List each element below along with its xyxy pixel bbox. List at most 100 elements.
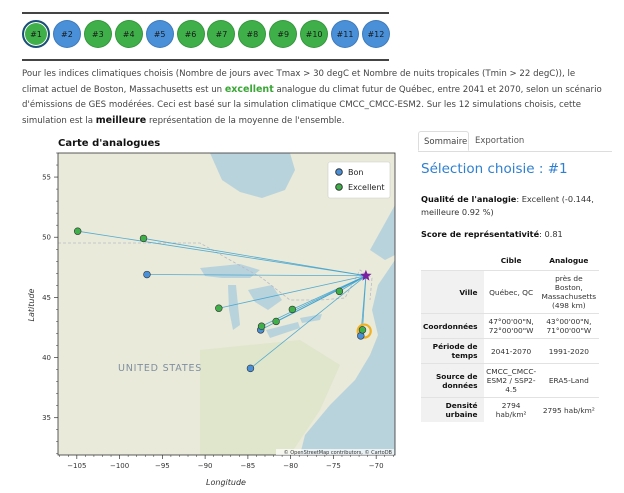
tab-export[interactable]: Exportation (475, 136, 525, 146)
connection-line (250, 275, 367, 369)
simulation-button[interactable]: #12 (361, 20, 390, 48)
score-info: Score de représentativité: 0.81 (421, 228, 563, 241)
comparison-table: Cible Analogue Ville Québec, QC près de … (421, 253, 599, 422)
table-row: Source de données CMCC_CMCC-ESM2 / SSP2-… (421, 363, 599, 398)
analogue-point[interactable] (73, 227, 82, 235)
simulation-button[interactable]: #7 (207, 20, 236, 48)
x-tick-label: −80 (283, 462, 298, 470)
analogue-point[interactable] (215, 304, 223, 312)
table-row: Ville Québec, QC près de Boston, Massach… (421, 270, 599, 314)
target-star[interactable] (360, 269, 372, 281)
connection-line (362, 275, 367, 330)
cell-analogue: 2795 hab/km² (538, 397, 599, 422)
connection-line (218, 275, 367, 309)
connection-line (339, 275, 367, 292)
x-tick-label: −105 (67, 462, 86, 470)
header-target: Cible (500, 256, 522, 265)
rank-highlight: meilleure (95, 115, 147, 126)
quality-highlight: excellent (224, 84, 274, 95)
x-tick-label: −90 (198, 462, 213, 470)
analogue-point[interactable] (288, 305, 297, 314)
analogue-map[interactable]: UNITED STATES −105 −100 −95 −90 −85 −80 −75 −70… (0, 150, 410, 493)
connection-lines (77, 230, 367, 369)
cell-target: Québec, QC (483, 270, 539, 314)
connection-line (275, 275, 367, 322)
map-title: Carte d'analogues (58, 138, 161, 149)
simulation-button[interactable]: #2 (52, 20, 81, 48)
row-label: Période de temps (421, 338, 484, 364)
connection-line (143, 238, 366, 277)
row-label: Ville (421, 270, 484, 314)
y-tick-label: 55 (42, 174, 51, 182)
x-axis-label: Longitude (206, 478, 246, 487)
analogue-point[interactable] (257, 322, 266, 330)
legend-marker-bon (335, 168, 343, 176)
simulation-button[interactable]: #11 (331, 20, 359, 48)
top-divider (22, 12, 389, 14)
cell-analogue: 1991-2020 (538, 338, 599, 364)
description: Pour les indices climatiques choisis (No… (22, 67, 602, 129)
simulation-button[interactable]: #9 (269, 20, 298, 48)
simulation-button[interactable]: #1 (22, 20, 50, 48)
analogue-point[interactable] (272, 317, 280, 326)
analogue-point[interactable] (246, 364, 255, 373)
y-tick-label: 45 (42, 294, 51, 302)
description-text-3: représentation de la moyenne de l'ensemb… (146, 116, 345, 126)
connection-line (292, 275, 367, 310)
y-tick-label: 40 (42, 354, 51, 362)
connection-line (146, 274, 366, 277)
selected-analogue-ring (356, 323, 372, 339)
quality-label: Qualité de l'analogie (421, 194, 517, 204)
cell-target: 47°00'00"N, 72°00'00"W (483, 313, 539, 339)
analogue-point[interactable] (143, 270, 151, 279)
y-axis: 35 40 45 50 55 (42, 152, 58, 455)
tab-summary[interactable]: Sommaire (418, 131, 469, 151)
analogue-point[interactable] (335, 287, 344, 296)
panel-tabs: Sommaire Exportation (418, 131, 612, 152)
header-empty (421, 253, 484, 271)
cell-target: 2794 hab/km² (483, 397, 539, 422)
simulation-button[interactable]: #10 (300, 20, 329, 48)
table-header: Cible Analogue (421, 253, 599, 271)
connection-line (77, 230, 366, 277)
y-tick-label: 50 (42, 234, 51, 242)
cell-analogue: près de Boston, Massachusetts (498 km) (538, 270, 599, 314)
simulation-button[interactable]: #6 (176, 20, 205, 48)
cell-analogue: ERA5-Land (538, 363, 599, 398)
cell-analogue: 43°00'00"N, 71°00'00"W (538, 313, 599, 339)
legend-marker-excellent (335, 183, 343, 191)
analogue-point[interactable] (139, 234, 148, 243)
target-marker (360, 269, 372, 281)
description-text-1: Pour les indices climatiques choisis (No… (22, 69, 576, 95)
quality-value: : Excellent (-0.144, meilleure 0.92 %) (421, 194, 594, 217)
score-value: : 0.81 (539, 229, 563, 239)
legend-label-excellent: Excellent (348, 183, 385, 192)
x-tick-label: −85 (240, 462, 255, 470)
quality-info: Qualité de l'analogie: Excellent (-0.144… (421, 193, 606, 219)
simulation-button[interactable]: #3 (83, 20, 112, 48)
y-tick-label: 35 (42, 414, 51, 422)
description-text-2: analogue du climat futur de Québec, entr… (22, 85, 602, 126)
map-legend: Bon Excellent (327, 161, 391, 199)
cell-target: CMCC_CMCC-ESM2 / SSP2-4.5 (483, 363, 539, 398)
table-row: Coordonnées 47°00'00"N, 72°00'00"W 43°00… (421, 313, 599, 339)
table-row: Période de temps 2041-2070 1991-2020 (421, 338, 599, 364)
table-row: Densité urbaine 2794 hab/km² 2795 hab/km… (421, 397, 599, 422)
header-analogue: Analogue (549, 256, 589, 265)
score-label: Score de représentativité (421, 229, 540, 239)
x-axis: −105 −100 −95 −90 −85 −80 −75 −70 (59, 455, 394, 470)
x-tick-label: −75 (326, 462, 341, 470)
simulation-selector: #1 #2 #3 #4 #5 #6 #7 #8 #9 #10 #11 #12 (22, 20, 392, 50)
simulation-button[interactable]: #4 (114, 20, 143, 48)
y-axis-label: Latitude (27, 288, 36, 321)
simulation-button[interactable]: #8 (238, 20, 267, 48)
simulation-button[interactable]: #5 (145, 20, 174, 48)
cell-target: 2041-2070 (483, 338, 539, 364)
region-label: UNITED STATES (118, 363, 202, 374)
analogue-points (73, 227, 372, 373)
analogue-point[interactable] (358, 326, 367, 334)
row-label: Coordonnées (421, 313, 484, 339)
row-label: Source de données (421, 363, 484, 398)
bottom-divider (22, 59, 389, 61)
map-attribution: © OpenStreetMap contributors, © CartoDB (284, 449, 393, 456)
